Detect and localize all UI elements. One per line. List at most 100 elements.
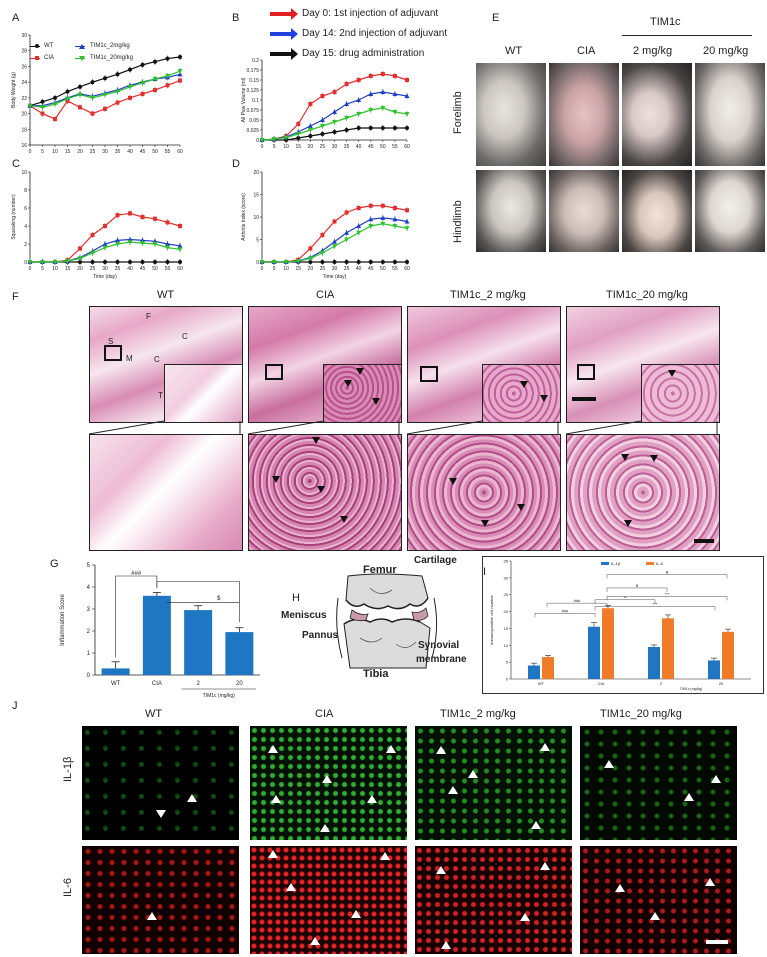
arrowhead-icon [436, 746, 446, 754]
y-axis-label: Body Weight (g) [11, 72, 17, 108]
data-point [283, 260, 289, 265]
chart-d: 0 5 10 15 20 0 5 10 15 20 25 30 35 40 45 50 55 60 Arthriti… [241, 170, 410, 280]
data-point [320, 94, 325, 98]
x-tick-label: 0 [261, 266, 264, 272]
data-point [165, 260, 170, 264]
panel-label-a: A [12, 12, 20, 24]
x-tick-label: 5 [41, 266, 44, 272]
annot-c2: C [154, 355, 160, 364]
x-tick-label: 15 [295, 266, 301, 272]
data-point [380, 260, 385, 264]
data-point [177, 69, 183, 74]
bar [588, 626, 600, 679]
histology-inset-20mg [641, 364, 719, 422]
y-axis-label: Arthritis Index (score) [241, 193, 247, 241]
data-point [368, 224, 374, 229]
x-tick-label: 35 [344, 144, 350, 150]
arrowhead-icon [367, 795, 377, 803]
data-point [368, 91, 374, 96]
e-group-header: TIM1c [650, 16, 681, 28]
e-col-cia: CIA [577, 45, 596, 57]
x-tick-label: 30 [102, 149, 108, 155]
x-tick-label: 10 [283, 266, 289, 272]
y-tick-label: 8 [24, 188, 27, 194]
sig-bracket [534, 613, 596, 618]
data-point [404, 112, 410, 117]
paw-photo-2mg-hind [622, 170, 692, 252]
data-point [152, 77, 158, 82]
data-point [332, 130, 337, 134]
x-tick-label: 15 [295, 144, 301, 150]
panel-label-i: I [483, 566, 487, 578]
data-point [103, 106, 107, 111]
data-point [392, 126, 397, 130]
data-point [344, 101, 350, 106]
data-point [90, 95, 95, 101]
data-point [102, 245, 108, 251]
y-tick-label: 3 [87, 607, 91, 613]
data-point [165, 241, 170, 246]
legend-day0-label: Day 0: 1st injection of adjuvant [302, 8, 439, 19]
j-col-2mg: TIM1c_2 mg/kg [440, 708, 516, 720]
h-label-membrane: membrane [416, 654, 467, 665]
histology-inset-wt [164, 364, 242, 422]
data-point [102, 241, 108, 246]
y-tick-label: 15 [253, 193, 259, 199]
roi-box-wt [104, 345, 122, 361]
panel-label-f: F [12, 291, 19, 303]
y-axis-label: Squeaking (number) [11, 194, 17, 240]
y-tick-label: 0.125 [246, 88, 259, 94]
y-tick-label: 5 [256, 238, 259, 244]
data-point [356, 78, 361, 82]
x-tick-label: 50 [380, 144, 386, 150]
data-point [127, 240, 133, 245]
data-point [90, 80, 95, 85]
y-tick-label: 0 [24, 260, 27, 266]
data-point [115, 72, 120, 77]
panel-label-j: J [12, 700, 18, 712]
y-tick-label: 20 [253, 170, 259, 176]
data-point [283, 135, 289, 141]
x-tick-label: 35 [344, 266, 350, 272]
arrowhead-icon [271, 795, 281, 803]
arrowhead-icon [312, 437, 320, 444]
data-point [307, 128, 313, 133]
paw-photo-20mg-hind [695, 170, 765, 252]
data-point [356, 206, 361, 210]
y-tick-label: 2 [24, 242, 27, 248]
data-point [332, 109, 337, 114]
data-point [52, 102, 58, 107]
data-point [78, 105, 82, 110]
x-tick-label: 60 [177, 266, 183, 272]
histology-wt-highmag [89, 434, 243, 551]
histology-cia-highmag [248, 434, 402, 551]
data-point [140, 241, 145, 246]
data-point [392, 216, 398, 222]
data-point [404, 226, 410, 231]
bar [142, 595, 171, 675]
data-point [153, 216, 157, 221]
x-tick-label: 20 [77, 149, 83, 155]
sig-bracket [594, 606, 716, 611]
data-point [356, 126, 361, 130]
y-tick-label: 24 [21, 80, 27, 86]
j-row-il1b: IL-1β [62, 756, 74, 782]
sig-label: $ [636, 583, 639, 588]
x-tick-label: 40 [356, 266, 362, 272]
x-tick-label: 20 [77, 266, 83, 272]
sig-bracket [546, 602, 608, 608]
data-point [177, 247, 183, 252]
arrowhead-icon [147, 912, 157, 920]
y-tick-label: 10 [253, 215, 259, 221]
data-point [115, 260, 120, 264]
y-tick-label: 6 [24, 206, 27, 212]
y-axis-label: Immunopositive cell number [489, 594, 494, 644]
data-point [392, 110, 398, 115]
arrowhead-icon [187, 794, 197, 802]
data-point [40, 260, 45, 265]
histology-inset-cia [323, 364, 401, 422]
paw-photo-2mg-fore [622, 63, 692, 166]
data-point [308, 134, 313, 138]
data-point [296, 136, 301, 140]
x-tick-label: 30 [332, 144, 338, 150]
